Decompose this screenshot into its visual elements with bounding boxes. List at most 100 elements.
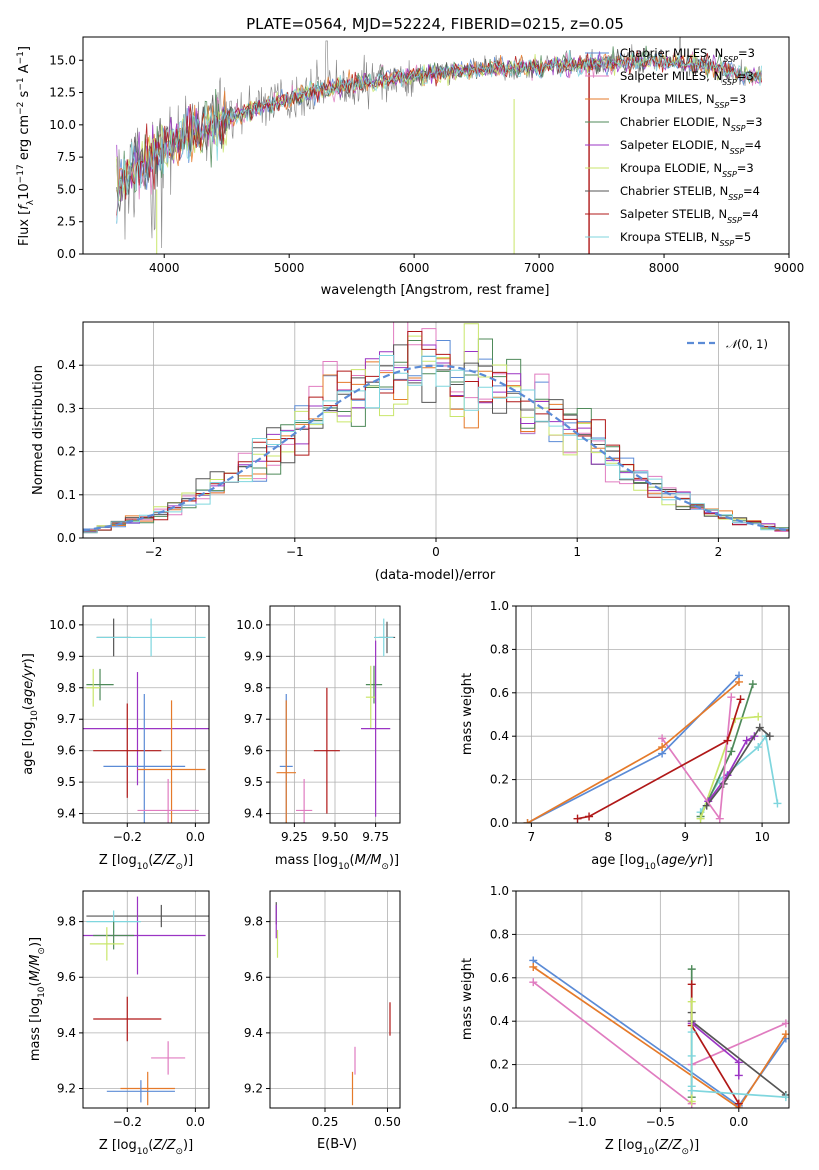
x-tick-label: 2 (715, 545, 723, 559)
y-tick-label: 9.2 (57, 1082, 76, 1096)
massweight-line (532, 959, 787, 1107)
massweight-marker (696, 814, 705, 823)
x-tick-label: 0.0 (186, 830, 205, 844)
massweight-marker (742, 736, 751, 745)
x-axis-label: age [log10(age/yr)] (591, 853, 713, 872)
y-tick-label: 0.8 (490, 642, 509, 656)
normal-reference-curve (83, 364, 789, 532)
legend-label: Chabrier STELIB, NSSP=4 (620, 184, 760, 202)
y-tick-label: 9.6 (57, 970, 76, 984)
panel-residuals: −2 −1 0 1 2 0.0 0.1 0.2 0.3 0.4 𝒩(0, 1) (data-model… (31, 321, 790, 583)
massweight-line (706, 726, 771, 807)
x-tick-label: −0.2 (113, 1115, 142, 1129)
massweight-line (691, 1022, 740, 1076)
y-tick-label: 0.2 (490, 773, 509, 787)
y-tick-label: 2.5 (57, 215, 76, 229)
y-axis-label: Normed distribution (31, 365, 46, 495)
y-tick-label: 9.9 (57, 649, 76, 663)
x-tick-label: 9.25 (281, 830, 308, 844)
massweight-marker (529, 978, 538, 987)
y-tick-label: 9.4 (244, 807, 263, 821)
x-tick-label: 0 (432, 545, 440, 559)
y-tick-label: 9.7 (57, 712, 76, 726)
y-tick-label: 0.2 (490, 1058, 509, 1072)
y-tick-label: 9.7 (244, 712, 263, 726)
y-tick-label: 0.4 (57, 358, 76, 372)
x-tick-label: 1 (573, 545, 581, 559)
y-axis-label: Flux [fλ10−17 erg cm−2 s−1 A−1] (16, 46, 36, 246)
y-tick-label: 10.0 (236, 618, 263, 632)
massweight-marker (658, 743, 667, 752)
figure-title: PLATE=0564, MJD=52224, FIBERID=0215, z=0… (246, 15, 624, 33)
x-tick-label: 9 (681, 830, 689, 844)
model-fit-line (116, 50, 762, 216)
massweight-marker (723, 736, 732, 745)
y-tick-label: 12.5 (49, 86, 76, 100)
massweight-marker (754, 743, 763, 752)
x-axis-label: Z [log10(Z/Z⊙)] (99, 853, 193, 872)
panel-age_vs_mass: 9.25 9.50 9.75 9.4 9.5 9.6 9.7 9.8 9.9 10.0 mass [… (236, 605, 401, 872)
axes-frame (82, 605, 210, 824)
x-tick-label: 9.75 (362, 830, 389, 844)
panel-massweight_vs_age: 7 8 9 10 0.0 0.2 0.4 0.6 0.8 1.0 age [log10(age/yr… (460, 599, 790, 872)
x-tick-label: 8000 (649, 261, 680, 275)
y-tick-label: 9.6 (57, 744, 76, 758)
axes-frame (82, 890, 210, 1109)
y-tick-label: 0.0 (57, 531, 76, 545)
y-tick-label: 15.0 (49, 53, 76, 67)
legend-label: Salpeter STELIB, NSSP=4 (620, 207, 759, 225)
legend-label: Salpeter ELODIE, NSSP=4 (620, 138, 761, 156)
massweight-marker (687, 997, 696, 1006)
plot-area (83, 618, 209, 823)
y-tick-label: 9.8 (244, 915, 263, 929)
y-tick-label: 9.9 (244, 649, 263, 663)
y-tick-label: 9.2 (244, 1082, 263, 1096)
y-tick-label: 7.5 (57, 150, 76, 164)
y-tick-label: 0.6 (490, 686, 509, 700)
panel-age_vs_Z: −0.2 0.0 9.4 9.5 9.6 9.7 9.8 9.9 10.0 Z [log10(Z/… (21, 605, 210, 872)
x-axis-label: Z [log10(Z/Z⊙)] (605, 1138, 699, 1157)
axes-frame (82, 321, 790, 539)
massweight-line (707, 735, 755, 802)
x-axis-label: (data-model)/error (375, 568, 496, 583)
massweight-line (532, 966, 787, 1108)
residual-histogram (83, 355, 789, 534)
massweight-marker (573, 814, 582, 823)
x-tick-label: 0.0 (729, 1115, 748, 1129)
legend-label: Chabrier MILES, NSSP=3 (620, 46, 755, 64)
legend-label: Kroupa ELODIE, NSSP=3 (620, 161, 754, 179)
y-tick-label: 9.4 (244, 1026, 263, 1040)
massweight-marker (687, 1028, 696, 1037)
x-tick-label: −0.2 (113, 830, 142, 844)
y-axis-label: age [log10(age/yr)] (21, 653, 40, 775)
y-tick-label: 9.4 (57, 807, 76, 821)
massweight-marker (687, 965, 696, 974)
x-tick-label: −0.5 (646, 1115, 675, 1129)
legend-label: Kroupa MILES, NSSP=3 (620, 92, 746, 110)
y-tick-label: 9.6 (244, 744, 263, 758)
x-tick-label: −2 (145, 545, 163, 559)
y-tick-label: 0.0 (490, 1101, 509, 1115)
y-tick-label: 9.6 (244, 970, 263, 984)
x-axis-label: Z [log10(Z/Z⊙)] (99, 1138, 193, 1157)
massweight-line (532, 981, 787, 1106)
x-tick-label: 0.25 (312, 1115, 339, 1129)
axes-frame (515, 605, 790, 824)
x-tick-label: 4000 (149, 261, 180, 275)
x-axis-label: wavelength [Angstrom, rest frame] (321, 283, 550, 298)
massweight-marker (523, 819, 532, 823)
panel-mass_vs_Z: −0.2 0.0 9.2 9.4 9.6 9.8 Z [log10(Z/Z⊙)] mass [… (28, 890, 210, 1157)
massweight-marker (736, 695, 745, 704)
x-tick-label: 7000 (524, 261, 555, 275)
plot-area (523, 671, 782, 823)
x-tick-label: 9000 (774, 261, 805, 275)
y-tick-label: 9.5 (244, 775, 263, 789)
y-tick-label: 10.0 (49, 118, 76, 132)
plot-area (276, 618, 396, 823)
y-tick-label: 9.8 (57, 681, 76, 695)
y-axis-label: mass weight (460, 958, 475, 1040)
y-tick-label: 5.0 (57, 182, 76, 196)
y-tick-label: 0.0 (57, 247, 76, 261)
massweight-marker (735, 677, 744, 686)
